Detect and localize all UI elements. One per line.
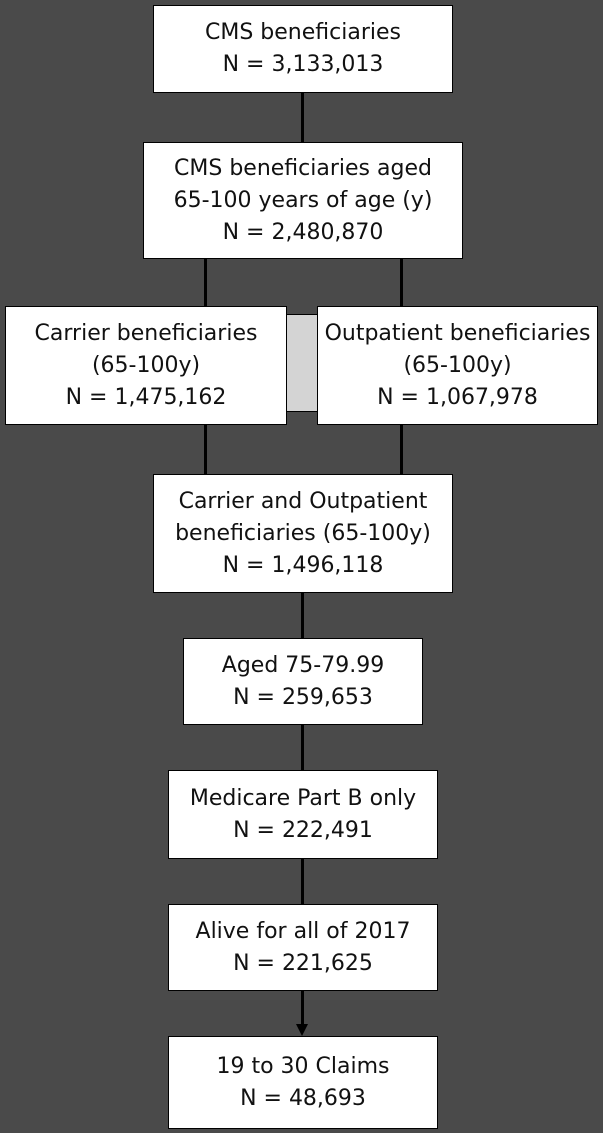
connector-aged75-to-partb	[301, 724, 304, 770]
box-claims-line1: 19 to 30 Claims	[216, 1053, 390, 1079]
box-aged-75-79: Aged 75-79.99 N = 259,653	[183, 638, 423, 725]
box-combined-line3: N = 1,496,118	[222, 552, 384, 578]
box-carrier-line1: Carrier beneficiaries	[34, 320, 258, 346]
box-partb-line2: N = 222,491	[233, 817, 373, 843]
box-combined-line2: beneficiaries (65-100y)	[175, 520, 431, 546]
box-cms-line1: CMS beneficiaries	[205, 20, 401, 45]
connector-outpatient-to-combined	[400, 424, 403, 474]
connector-alive-to-claims	[301, 990, 304, 1026]
connector-partb-to-alive	[301, 858, 304, 904]
connector-cms-to-aged	[301, 92, 304, 142]
box-carrier-and-outpatient: Carrier and Outpatient beneficiaries (65…	[153, 474, 453, 593]
box-cms-beneficiaries: CMS beneficiaries N = 3,133,013	[153, 5, 453, 93]
box-alive-line1: Alive for all of 2017	[195, 918, 411, 944]
box-aged-line3: N = 2,480,870	[222, 219, 384, 245]
arrowhead-icon	[296, 1024, 308, 1036]
box-aged-line2: 65-100 years of age (y)	[173, 187, 433, 213]
box-outpatient-line3: N = 1,067,978	[377, 384, 538, 410]
box-aged-line1: CMS beneficiaries aged	[174, 155, 432, 181]
box-cms-line2: N = 3,133,013	[222, 52, 384, 77]
box-outpatient-line2: (65-100y)	[403, 352, 512, 378]
box-outpatient-line1: Outpatient beneficiaries	[324, 320, 591, 346]
box-carrier-beneficiaries: Carrier beneficiaries (65-100y) N = 1,47…	[5, 306, 287, 425]
connector-combined-to-aged75	[301, 592, 304, 638]
connector-aged-to-outpatient	[400, 258, 403, 306]
box-aged75-line1: Aged 75-79.99	[221, 652, 385, 678]
connector-aged-to-carrier	[204, 258, 207, 306]
box-aged75-line2: N = 259,653	[233, 684, 373, 710]
overlap-connector-box	[286, 314, 318, 412]
box-medicare-part-b: Medicare Part B only N = 222,491	[168, 770, 438, 859]
box-claims-line2: N = 48,693	[240, 1085, 366, 1111]
box-outpatient-beneficiaries: Outpatient beneficiaries (65-100y) N = 1…	[317, 306, 598, 425]
box-aged-65-100: CMS beneficiaries aged 65-100 years of a…	[143, 142, 463, 259]
box-alive-2017: Alive for all of 2017 N = 221,625	[168, 904, 438, 991]
box-combined-line1: Carrier and Outpatient	[178, 488, 428, 514]
box-carrier-line3: N = 1,475,162	[65, 384, 227, 410]
box-alive-line2: N = 221,625	[233, 950, 373, 976]
box-19-to-30-claims: 19 to 30 Claims N = 48,693	[168, 1036, 438, 1129]
box-partb-line1: Medicare Part B only	[189, 785, 417, 811]
connector-carrier-to-combined	[204, 424, 207, 474]
box-carrier-line2: (65-100y)	[91, 352, 201, 378]
